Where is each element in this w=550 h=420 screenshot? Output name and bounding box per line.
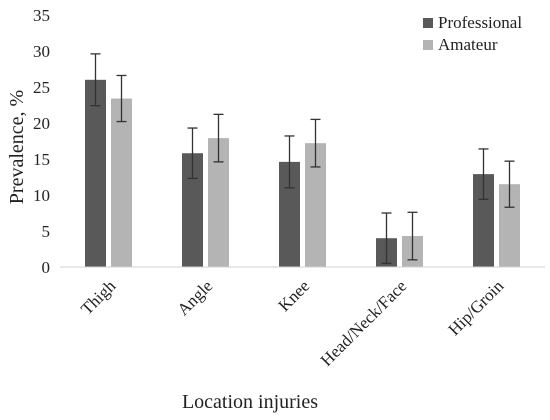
y-tick-label: 0 [42,258,51,277]
y-axis-title: Prevalence, % [6,90,28,204]
bar-professional [473,174,494,267]
x-category-label: Angle [174,276,217,319]
error-bar-amateur [310,118,321,168]
error-bar-professional [90,53,101,107]
plot-area [85,53,520,268]
legend-item-professional: Professional [423,13,522,32]
bar-amateur [208,138,229,267]
error-bar-professional [381,212,392,265]
legend-swatch-professional [423,18,433,28]
x-category-label: Knee [275,276,314,315]
error-bar-amateur [407,211,418,261]
y-tick-label: 30 [33,42,50,61]
legend-item-amateur: Amateur [423,35,498,54]
bar-amateur [499,184,520,267]
y-tick-label: 35 [33,6,50,25]
x-category-label: Hip/Groin [444,276,507,339]
bar-professional [85,79,106,267]
legend-swatch-amateur [423,40,433,50]
y-tick-label: 5 [42,222,51,241]
bar-amateur [111,98,132,268]
bar-professional [182,153,203,267]
error-bar-professional [478,148,489,200]
x-axis-title: Location injuries [182,391,318,413]
bar-professional [279,161,300,267]
error-bar-professional [187,127,198,180]
y-tick-label: 25 [33,78,50,97]
y-axis-ticks: 0 5 10 15 20 25 30 35 [33,6,50,277]
x-category-label: Thigh [77,276,120,319]
error-bar-amateur [504,160,515,208]
y-tick-label: 15 [33,150,50,169]
error-bar-professional [284,135,295,189]
y-tick-label: 20 [33,114,50,133]
error-bar-amateur [213,113,224,163]
legend-label-amateur: Amateur [438,35,498,54]
y-tick-label: 10 [33,186,50,205]
error-bar-amateur [116,74,127,123]
legend-label-professional: Professional [438,13,522,32]
legend: Professional Amateur [423,13,522,54]
x-axis-categories: Thigh Angle Knee Head/Neck/Face Hip/Groin [77,276,507,370]
x-category-label: Head/Neck/Face [317,276,411,370]
bar-amateur [305,143,326,267]
